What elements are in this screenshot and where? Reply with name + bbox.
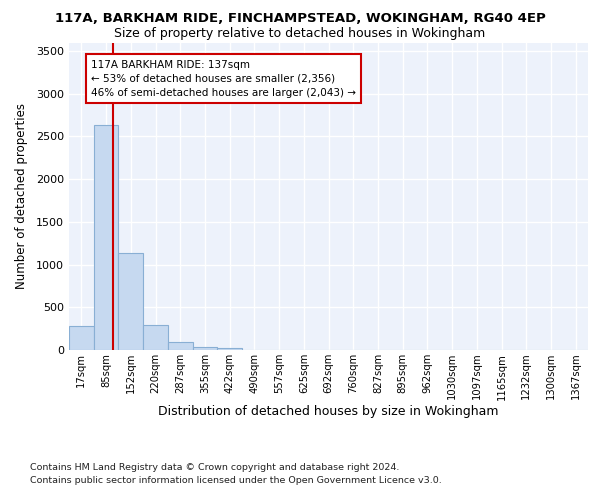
Text: Size of property relative to detached houses in Wokingham: Size of property relative to detached ho… [115,28,485,40]
X-axis label: Distribution of detached houses by size in Wokingham: Distribution of detached houses by size … [158,405,499,418]
Bar [168,342,193,350]
Bar [217,348,242,350]
Bar [143,325,168,350]
Text: Contains HM Land Registry data © Crown copyright and database right 2024.: Contains HM Land Registry data © Crown c… [30,464,400,472]
Bar [94,126,118,350]
Y-axis label: Number of detached properties: Number of detached properties [14,104,28,289]
Text: Contains public sector information licensed under the Open Government Licence v3: Contains public sector information licen… [30,476,442,485]
Bar [118,252,143,350]
Bar [69,326,94,350]
Text: 117A, BARKHAM RIDE, FINCHAMPSTEAD, WOKINGHAM, RG40 4EP: 117A, BARKHAM RIDE, FINCHAMPSTEAD, WOKIN… [55,12,545,26]
Text: 117A BARKHAM RIDE: 137sqm
← 53% of detached houses are smaller (2,356)
46% of se: 117A BARKHAM RIDE: 137sqm ← 53% of detac… [91,60,356,98]
Bar [193,347,217,350]
